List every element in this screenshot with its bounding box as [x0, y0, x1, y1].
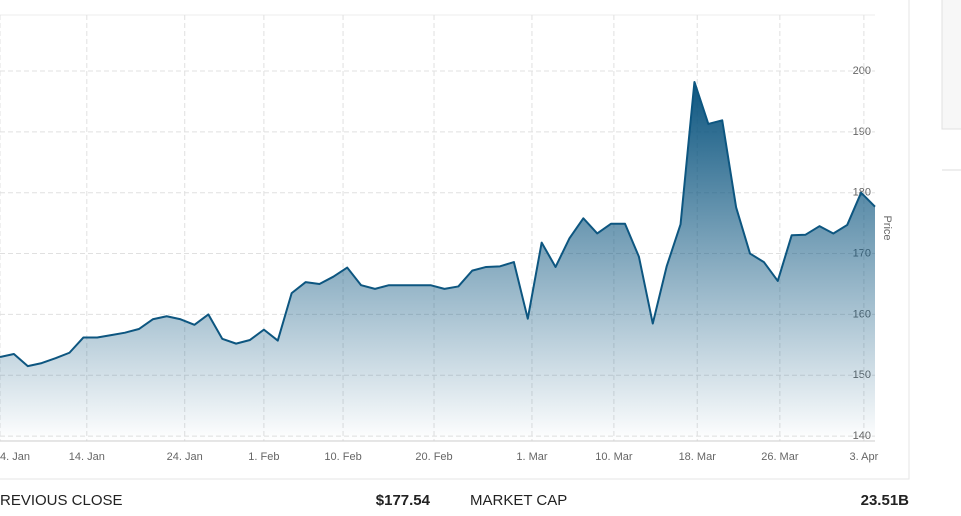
x-tick-label: 1. Mar	[516, 451, 548, 463]
x-tick-label: 14. Jan	[69, 451, 105, 463]
y-tick-label: 200	[853, 65, 871, 77]
y-tick-label: 190	[853, 126, 871, 138]
x-tick-label: 24. Jan	[167, 451, 203, 463]
stat-label: MARKET CAP	[470, 492, 567, 509]
stat-label: REVIOUS CLOSE	[0, 492, 123, 509]
x-tick-label: 4. Jan	[0, 451, 30, 463]
x-tick-label: 3. Apr	[850, 451, 879, 463]
chart-frame	[0, 0, 910, 480]
price-line	[0, 80, 876, 368]
x-tick-label: 26. Mar	[761, 451, 799, 463]
stat-value: 23.51B	[861, 492, 910, 509]
x-tick-label: 20. Feb	[415, 451, 452, 463]
side-panel	[941, 0, 961, 130]
area-fill	[0, 81, 875, 441]
x-tick-label: 18. Mar	[679, 451, 717, 463]
x-tick-label: 10. Mar	[595, 451, 633, 463]
y-axis-label: Price	[881, 215, 893, 240]
x-tick-label: 1. Feb	[248, 451, 279, 463]
x-tick-label: 10. Feb	[324, 451, 361, 463]
stat-value: $177.54	[376, 492, 431, 509]
